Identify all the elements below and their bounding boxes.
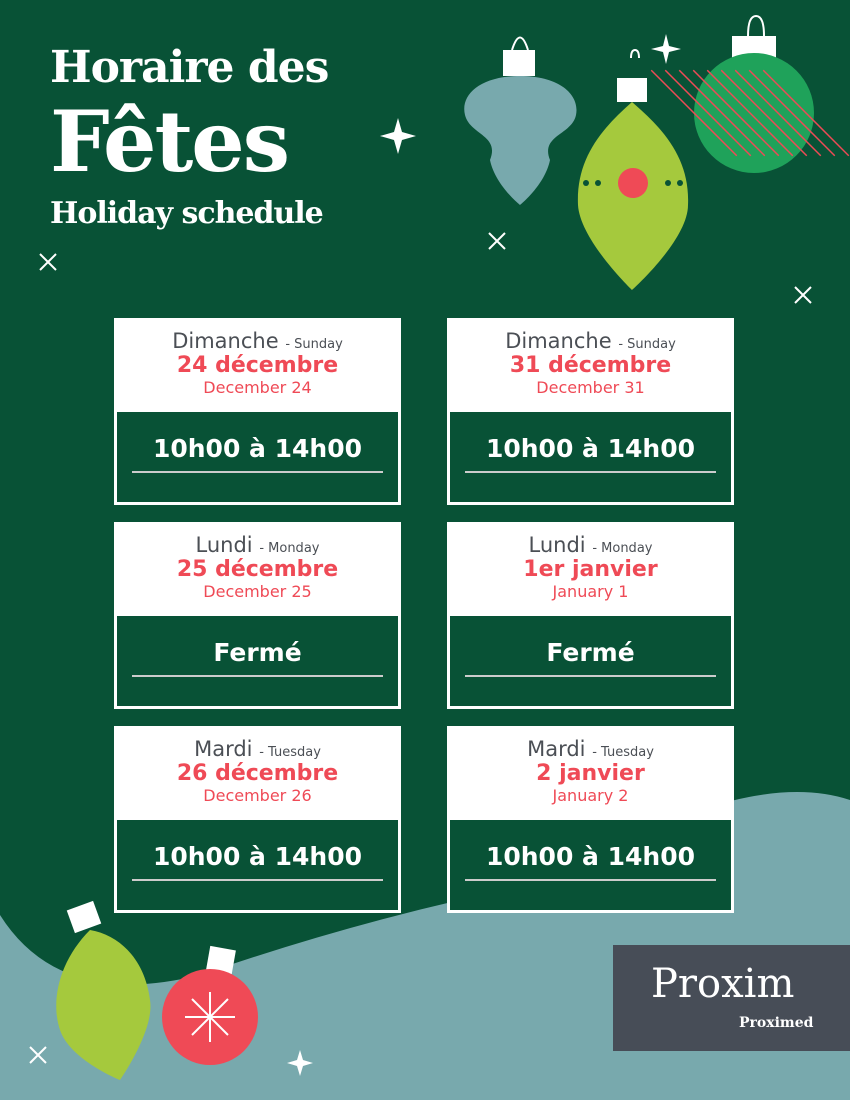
day: Dimanche - Sunday — [449, 329, 732, 353]
date-en: December 24 — [203, 378, 312, 397]
ornament-lime-small-icon — [56, 930, 151, 1080]
date-fr: 24 décembre — [176, 353, 339, 378]
title-line3: Holiday schedule — [50, 196, 324, 231]
hours: Fermé — [132, 638, 383, 677]
logo-brand: Proxim — [651, 961, 795, 1007]
hours: 10h00 à 14h00 — [132, 434, 383, 473]
day-fr: Dimanche — [505, 329, 612, 353]
day-en: - Sunday — [618, 337, 676, 352]
hours: 10h00 à 14h00 — [465, 842, 716, 881]
date-en: December 26 — [203, 786, 312, 805]
day-fr: Mardi — [194, 737, 253, 761]
schedule-card: Lundi - Monday 25 décembre December 25 F… — [114, 522, 401, 709]
proxim-logo: Proxim Proximed — [613, 945, 850, 1051]
day-en: - Sunday — [285, 337, 343, 352]
title-line1: Horaire des — [50, 42, 329, 93]
day: Mardi - Tuesday — [116, 737, 399, 761]
day-fr: Lundi — [195, 533, 253, 557]
ornament-green-icon — [694, 53, 814, 173]
date-en: December 31 — [536, 378, 645, 397]
date-en: January 1 — [552, 582, 629, 601]
day-fr: Dimanche — [172, 329, 279, 353]
date-en: December 25 — [203, 582, 312, 601]
schedule-card: Lundi - Monday 1er janvier January 1 Fer… — [447, 522, 734, 709]
schedule-card: Mardi - Tuesday 2 janvier January 2 10h0… — [447, 726, 734, 913]
day: Lundi - Monday — [449, 533, 732, 557]
day: Mardi - Tuesday — [449, 737, 732, 761]
ornament-teal — [511, 36, 529, 51]
date-en: January 2 — [552, 786, 629, 805]
day-fr: Lundi — [528, 533, 586, 557]
date-fr: 25 décembre — [176, 557, 339, 582]
day-en: - Tuesday — [592, 745, 654, 760]
day: Dimanche - Sunday — [116, 329, 399, 353]
day-en: - Monday — [592, 541, 653, 556]
schedule-card: Dimanche - Sunday 24 décembre December 2… — [114, 318, 401, 505]
logo-sub: Proximed — [739, 1015, 814, 1031]
date-fr: 2 janvier — [536, 761, 645, 786]
hours: 10h00 à 14h00 — [132, 842, 383, 881]
ornament-teal-icon — [464, 76, 577, 205]
day-en: - Tuesday — [259, 745, 321, 760]
date-fr: 31 décembre — [509, 353, 672, 378]
schedule-card: Mardi - Tuesday 26 décembre December 26 … — [114, 726, 401, 913]
hours: 10h00 à 14h00 — [465, 434, 716, 473]
schedule-card: Dimanche - Sunday 31 décembre December 3… — [447, 318, 734, 505]
hours: Fermé — [465, 638, 716, 677]
day-en: - Monday — [259, 541, 320, 556]
date-fr: 1er janvier — [523, 557, 658, 582]
title-line2: Fêtes — [50, 92, 290, 191]
date-fr: 26 décembre — [176, 761, 339, 786]
day: Lundi - Monday — [116, 533, 399, 557]
day-fr: Mardi — [527, 737, 586, 761]
